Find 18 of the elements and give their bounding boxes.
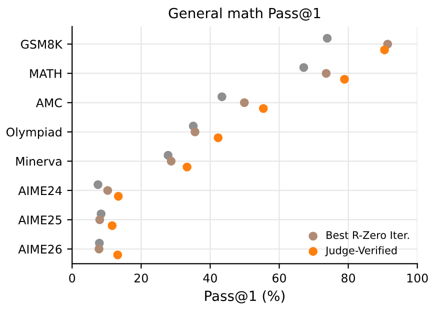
- y-tick-label: GSM8K: [20, 40, 63, 49]
- x-tick-label: 60: [272, 274, 286, 282]
- y-tick-label: AIME25: [18, 215, 62, 224]
- y-tick-label: AIME24: [18, 186, 62, 195]
- y-tick-label: Minerva: [16, 156, 62, 166]
- legend-label: Best R-Zero Iter.: [326, 231, 409, 240]
- chart-title: General math Pass@1: [168, 8, 320, 21]
- y-tick-label: AMC: [36, 98, 62, 108]
- y-tick-label: Olympiad: [6, 127, 62, 139]
- x-axis-title: Pass@1 (%): [205, 290, 284, 304]
- legend-label: Judge-Verified: [325, 246, 397, 256]
- y-tick-label: AIME26: [18, 244, 62, 254]
- x-tick-label: 20: [134, 274, 148, 282]
- x-tick-label: 40: [203, 274, 217, 282]
- x-tick-label: 80: [342, 274, 356, 282]
- y-tick-label: MATH: [30, 69, 62, 78]
- x-tick-label: 100: [407, 274, 428, 282]
- x-tick-label: 0: [69, 274, 76, 282]
